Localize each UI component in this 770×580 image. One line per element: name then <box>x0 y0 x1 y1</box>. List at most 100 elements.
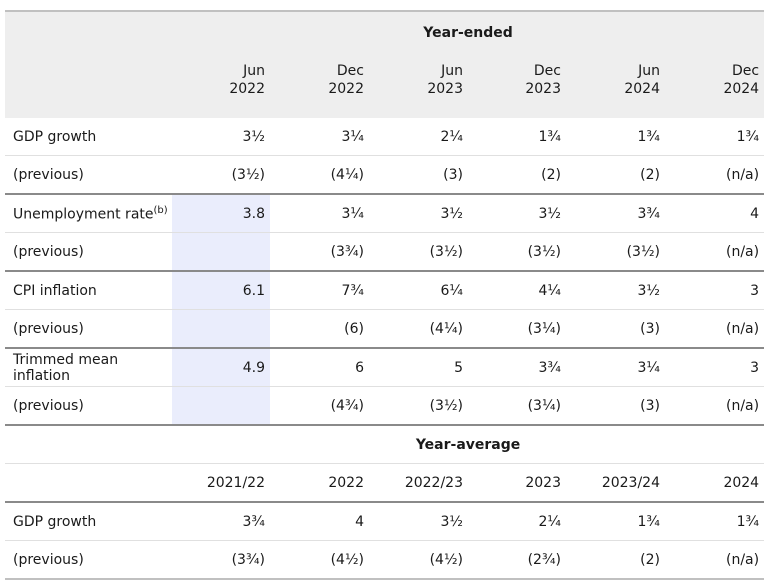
row-label: (previous) <box>5 309 172 348</box>
table-row: CPI inflation 6.1 7¾ 6¼ 4¼ 3½ 3 <box>5 271 765 310</box>
period-header: Jun 2023 <box>369 54 468 118</box>
table-row: (previous) (6) (4¼) (3¼) (3) (n/a) <box>5 309 765 348</box>
table-row: GDP growth 3¾ 4 3½ 2¼ 1¾ 1¾ <box>5 502 765 541</box>
row-label: (previous) <box>5 155 172 194</box>
table-cell: (4¼) <box>369 309 468 348</box>
row-label: Trimmed mean inflation <box>13 351 119 384</box>
row-label: CPI inflation <box>13 282 97 299</box>
table-cell: 3½ <box>538 205 561 222</box>
period-header: 2023/24 <box>566 463 665 502</box>
table-cell: 1¾ <box>637 513 660 530</box>
year-average-header-row: Year-average <box>5 425 765 464</box>
row-label: (previous) <box>5 232 172 271</box>
table-cell: (n/a) <box>665 232 765 271</box>
table-cell: 1¾ <box>736 513 760 530</box>
row-label: GDP growth <box>13 513 97 530</box>
table-cell: 6.1 <box>172 271 270 310</box>
table-cell: (3½) <box>369 386 468 425</box>
table-cell: (n/a) <box>665 386 765 425</box>
table-cell: (3½) <box>468 232 566 271</box>
table-cell: 4.9 <box>172 348 270 387</box>
table-cell: 2¼ <box>440 128 463 145</box>
period-header: 2023 <box>468 463 566 502</box>
table-row: (previous) (3¾) (4½) (4½) (2¾) (2) (n/a) <box>5 540 765 579</box>
table-cell: (4½) <box>369 540 468 579</box>
table-cell: 6¼ <box>440 282 463 299</box>
table-cell: 4 <box>750 205 760 222</box>
table-cell: (4½) <box>270 540 369 579</box>
table-cell: 1¾ <box>538 128 561 145</box>
table-row: GDP growth 3½ 3¼ 2¼ 1¾ 1¾ 1¾ <box>5 118 764 156</box>
row-label: GDP growth <box>13 128 97 145</box>
table-row: Unemployment rate(b) 3.8 3¼ 3½ 3½ 3¾ 4 <box>5 194 765 233</box>
table-cell: (6) <box>270 309 369 348</box>
table-cell <box>172 309 270 348</box>
table-cell: 3¼ <box>637 359 660 376</box>
period-header: 2024 <box>665 463 765 502</box>
table-cell: (n/a) <box>665 309 765 348</box>
table-cell: 4¼ <box>538 282 561 299</box>
forecast-table-container: Year-ended Jun 2022 Dec 2022 Jun 2023 Dec 20… <box>5 10 765 580</box>
table-cell: (3¼) <box>468 309 566 348</box>
table-cell: (n/a) <box>665 155 765 194</box>
table-cell: (3½) <box>566 232 665 271</box>
table-cell: 3¾ <box>242 513 265 530</box>
period-header: Jun 2022 <box>172 54 270 118</box>
table-cell: 3¼ <box>341 128 364 145</box>
table-row: Trimmed mean inflation 4.9 6 5 3¾ 3¼ 3 <box>5 348 765 387</box>
period-header: Dec 2024 <box>665 54 765 118</box>
table-cell: 3½ <box>242 128 265 145</box>
table-cell: (3½) <box>172 155 270 194</box>
year-average-title: Year-average <box>415 436 521 453</box>
table-cell: 4 <box>355 513 364 530</box>
table-cell: (3) <box>566 386 665 425</box>
table-cell: 3½ <box>440 513 463 530</box>
forecast-table: Year-ended Jun 2022 Dec 2022 Jun 2023 Dec 20… <box>5 10 765 580</box>
table-cell: (4¾) <box>270 386 369 425</box>
table-row: (previous) (4¾) (3½) (3¼) (3) (n/a) <box>5 386 765 425</box>
table-cell: 5 <box>454 359 463 376</box>
year-average-periods-row: 2021/22 2022 2022/23 2023 2023/24 2024 <box>5 463 765 502</box>
table-cell <box>172 386 270 425</box>
table-cell: (3¾) <box>172 540 270 579</box>
table-cell: (3) <box>369 155 468 194</box>
table-cell: (3½) <box>369 232 468 271</box>
table-cell: (4¼) <box>270 155 369 194</box>
table-cell: 3 <box>750 359 760 376</box>
table-cell: 7¾ <box>341 282 364 299</box>
table-cell: 3¼ <box>341 205 364 222</box>
table-cell: 3½ <box>637 282 660 299</box>
table-cell: 3½ <box>440 205 463 222</box>
table-cell: 6 <box>355 359 364 376</box>
table-cell: 1¾ <box>637 128 660 145</box>
year-ended-header-row: Year-ended <box>5 11 765 54</box>
year-ended-title: Year-ended <box>172 11 765 54</box>
row-label: (previous) <box>5 386 172 425</box>
table-cell: (3¾) <box>270 232 369 271</box>
table-cell: 3.8 <box>172 194 270 233</box>
table-cell: (2¾) <box>468 540 566 579</box>
table-cell: (2) <box>566 540 665 579</box>
table-cell: 2¼ <box>538 513 561 530</box>
period-header: 2022/23 <box>369 463 468 502</box>
period-header: Dec 2023 <box>468 54 566 118</box>
footnote-marker: (b) <box>153 204 168 216</box>
table-row: (previous) (3¾) (3½) (3½) (3½) (n/a) <box>5 232 765 271</box>
table-cell: (3) <box>566 309 665 348</box>
table-cell: (2) <box>566 155 665 194</box>
table-cell: (n/a) <box>665 540 765 579</box>
table-cell: 3¾ <box>637 205 660 222</box>
table-cell: 1¾ <box>736 128 760 145</box>
row-label: (previous) <box>5 540 172 579</box>
table-cell <box>172 232 270 271</box>
table-cell: (3¼) <box>468 386 566 425</box>
period-header: 2021/22 <box>172 463 270 502</box>
period-header: 2022 <box>270 463 369 502</box>
period-header: Dec 2022 <box>270 54 369 118</box>
table-cell: 3 <box>750 282 760 299</box>
table-cell: (2) <box>468 155 566 194</box>
table-cell: 3¾ <box>538 359 561 376</box>
period-header: Jun 2024 <box>566 54 665 118</box>
row-label: Unemployment rate(b) <box>13 204 168 223</box>
year-ended-periods-row: Jun 2022 Dec 2022 Jun 2023 Dec 2023 Jun 2024 … <box>5 54 765 118</box>
